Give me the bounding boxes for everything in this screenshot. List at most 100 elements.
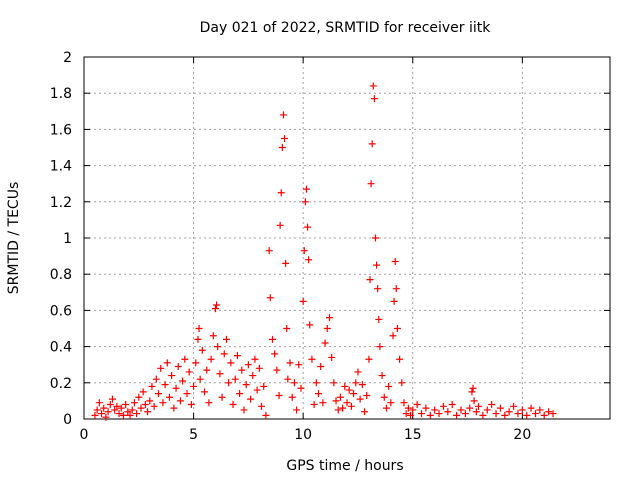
data-point: [214, 343, 222, 351]
data-point: [358, 381, 366, 389]
data-point: [283, 325, 291, 332]
data-point: [536, 406, 544, 414]
data-point: [315, 390, 323, 398]
data-point: [150, 402, 158, 410]
data-point: [284, 375, 292, 383]
data-point: [273, 366, 281, 374]
data-point: [479, 411, 487, 419]
data-point: [233, 352, 241, 360]
data-point: [398, 379, 406, 387]
data-point: [187, 401, 195, 409]
data-point: [426, 411, 434, 419]
data-point: [523, 411, 531, 419]
data-point: [376, 343, 384, 351]
data-point: [317, 363, 325, 371]
y-axis-label: SRMTID / TECUs: [6, 182, 22, 295]
data-point: [201, 388, 209, 396]
data-point: [295, 361, 303, 369]
data-point: [368, 140, 376, 148]
x-tick-label: 15: [404, 427, 422, 443]
data-point: [190, 382, 198, 390]
data-point: [304, 223, 312, 231]
x-tick-label: 10: [294, 427, 312, 443]
data-point: [527, 404, 535, 412]
data-point: [203, 366, 211, 374]
data-point: [137, 404, 145, 412]
data-point: [220, 350, 228, 358]
data-point: [157, 364, 165, 372]
data-point: [299, 297, 307, 305]
data-point: [113, 402, 121, 410]
data-point: [396, 355, 404, 363]
grid-lines: [84, 57, 610, 419]
data-point: [218, 393, 226, 401]
data-point: [336, 393, 344, 401]
data-point: [545, 408, 553, 416]
chart-title: Day 021 of 2022, SRMTID for receiver iit…: [200, 20, 492, 36]
data-point: [475, 402, 482, 410]
data-point: [375, 315, 383, 323]
data-point: [119, 411, 127, 419]
data-point: [124, 408, 132, 416]
data-point: [240, 406, 248, 414]
data-point: [130, 399, 138, 407]
data-point: [365, 355, 373, 363]
data-point: [549, 410, 557, 418]
data-point: [371, 234, 379, 242]
data-point: [288, 393, 296, 401]
data-point: [472, 408, 480, 416]
axis-ticks: 0 5 10 15 20 0 0.2 0.4 0.6 0.8 1 1.2 1.4 1.6 1.8 2: [50, 50, 610, 443]
data-point: [328, 353, 336, 361]
data-point: [275, 391, 283, 399]
data-point: [183, 390, 191, 398]
data-point: [496, 404, 504, 412]
data-point: [277, 189, 285, 197]
data-point: [390, 297, 398, 305]
data-point: [176, 397, 184, 405]
y-tick-label: 1.8: [50, 86, 72, 102]
data-point: [290, 379, 298, 387]
data-point: [343, 399, 351, 407]
data-point: [409, 406, 417, 414]
data-point: [518, 406, 526, 414]
data-point: [382, 404, 390, 412]
data-point: [300, 247, 308, 255]
data-point: [155, 390, 163, 398]
x-tick-label: 20: [513, 427, 531, 443]
y-tick-label: 0.6: [50, 303, 72, 319]
data-point: [231, 375, 239, 383]
data-point: [159, 399, 167, 407]
y-tick-label: 1.6: [50, 122, 72, 138]
data-point: [325, 314, 333, 322]
data-point: [236, 390, 244, 398]
data-point: [354, 368, 362, 376]
data-point: [258, 402, 266, 410]
y-tick-label: 1.2: [50, 195, 72, 211]
data-point: [194, 335, 202, 343]
data-point: [276, 221, 284, 229]
data-point: [139, 388, 147, 396]
data-point: [213, 301, 221, 309]
x-tick-label: 5: [189, 427, 198, 443]
x-tick-label: 0: [80, 427, 89, 443]
data-point: [286, 359, 294, 367]
y-tick-label: 0.2: [50, 376, 72, 392]
data-point: [466, 404, 474, 412]
data-point: [457, 406, 465, 414]
data-point: [387, 399, 395, 407]
data-point: [135, 393, 143, 401]
data-point: [195, 325, 203, 332]
data-point: [93, 406, 101, 414]
data-point: [407, 411, 415, 419]
y-tick-label: 1.4: [50, 159, 72, 175]
y-tick-label: 0: [63, 412, 72, 428]
data-point: [242, 381, 250, 389]
data-point: [249, 372, 257, 380]
data-point: [209, 332, 217, 340]
data-point: [260, 382, 268, 390]
data-point: [168, 372, 176, 380]
data-point: [128, 406, 136, 414]
data-point: [244, 361, 252, 369]
plot-frame: [83, 56, 611, 420]
